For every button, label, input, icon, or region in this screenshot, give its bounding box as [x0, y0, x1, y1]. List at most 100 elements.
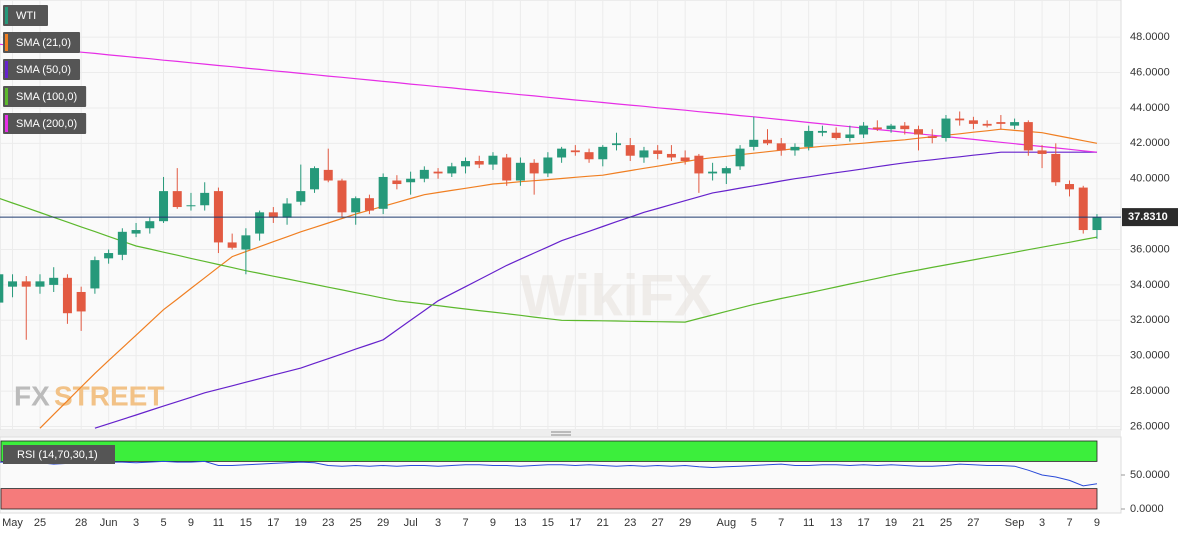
- candle-body: [35, 281, 45, 287]
- x-tick-label: 21: [912, 517, 924, 529]
- x-tick-label: 27: [967, 517, 979, 529]
- legend-box: [3, 59, 81, 80]
- x-tick-label: 25: [350, 517, 362, 529]
- sma-line: [94, 151, 1097, 429]
- candle-body: [886, 125, 896, 130]
- x-tick-label: 19: [885, 517, 897, 529]
- x-tick-label: Jun: [100, 517, 118, 529]
- y-tick-label: 40.0000: [1130, 173, 1170, 185]
- legend-box: [3, 5, 48, 26]
- legend-swatch: [5, 34, 8, 51]
- candle-body: [872, 127, 882, 130]
- candle-body: [474, 161, 484, 165]
- candle-body: [790, 146, 800, 151]
- candle-body: [900, 125, 910, 130]
- x-tick-label: 17: [267, 517, 279, 529]
- candle-body: [392, 180, 402, 185]
- x-tick-label: 7: [778, 517, 784, 529]
- x-tick-label: Sep: [1005, 517, 1025, 529]
- candle-body: [543, 157, 553, 174]
- sma-line: [0, 197, 1098, 323]
- last-price-label: 37.8310: [1128, 211, 1168, 223]
- candle-body: [488, 155, 498, 165]
- x-tick-label: 25: [940, 517, 952, 529]
- candle-body: [927, 136, 937, 139]
- legend-entry[interactable]: SMA (100,0): [3, 86, 87, 107]
- y-tick-label: 30.0000: [1130, 350, 1170, 362]
- x-tick-label: 3: [1039, 517, 1045, 529]
- panel-divider[interactable]: [0, 430, 1121, 437]
- candle-body: [955, 118, 965, 121]
- candle-body: [49, 277, 59, 285]
- legend-entry[interactable]: SMA (21,0): [3, 32, 81, 53]
- x-tick-label: 17: [857, 517, 869, 529]
- candle-body: [172, 191, 182, 208]
- candle-body: [406, 178, 416, 183]
- x-tick-label: 15: [240, 517, 252, 529]
- legend-swatch: [5, 115, 8, 132]
- candle-body: [131, 230, 141, 234]
- legend-entry[interactable]: SMA (50,0): [3, 59, 81, 80]
- x-tick-label: 11: [803, 517, 814, 529]
- candle-body: [831, 132, 841, 139]
- candle-body: [1092, 217, 1102, 231]
- legend-swatch: [5, 88, 8, 105]
- legend-label: WTI: [16, 10, 36, 22]
- x-tick-label: 15: [542, 517, 554, 529]
- candle-body: [351, 198, 361, 213]
- y-tick-label: 44.0000: [1130, 102, 1170, 114]
- sma-line: [39, 128, 1098, 429]
- price-panel: [0, 0, 1122, 431]
- last-price-box: [1122, 208, 1178, 227]
- candle-body: [529, 162, 539, 174]
- legend-box: [3, 32, 81, 53]
- x-tick-label: 13: [830, 517, 842, 529]
- candle-body: [117, 231, 127, 255]
- legend-label: SMA (50,0): [16, 64, 71, 76]
- rsi-title: RSI (14,70,30,1): [17, 449, 98, 461]
- candle-body: [90, 260, 100, 289]
- watermark: FX: [14, 380, 50, 411]
- candle-body: [447, 166, 457, 174]
- candle-body: [515, 162, 525, 181]
- y-tick-label: 32.0000: [1130, 314, 1170, 326]
- candle-body: [612, 143, 622, 146]
- candle-body: [817, 130, 827, 133]
- x-tick-label: 7: [1066, 517, 1072, 529]
- candle-body: [227, 242, 237, 248]
- x-tick-label: 19: [295, 517, 307, 529]
- candle-body: [241, 235, 251, 250]
- candle-body: [1078, 187, 1088, 231]
- candle-body: [255, 212, 265, 234]
- candle-body: [982, 123, 992, 126]
- candle-body: [1065, 184, 1075, 190]
- candle-body: [968, 120, 978, 124]
- candle-body: [337, 180, 347, 213]
- candle-body: [570, 150, 580, 153]
- candle-body: [159, 191, 169, 222]
- y-tick-label: 36.0000: [1130, 243, 1170, 255]
- legend-swatch: [5, 7, 8, 24]
- x-tick-label: 25: [34, 517, 46, 529]
- candle-body: [694, 155, 704, 174]
- candle-body: [763, 139, 773, 144]
- candle-body: [200, 192, 210, 206]
- candle-body: [21, 281, 31, 287]
- candle-body: [296, 191, 306, 202]
- candle-body: [145, 221, 155, 229]
- legend-entry[interactable]: SMA (200,0): [3, 113, 87, 134]
- legend-entry[interactable]: WTI: [3, 5, 48, 26]
- rsi-layer: 0.0000 50.0000 RSI (14,70,30,1): [0, 436, 1170, 515]
- sma-line: [0, 43, 1098, 153]
- x-tick-label: 9: [188, 517, 194, 529]
- candle-body: [378, 176, 388, 209]
- candle-body: [625, 145, 635, 156]
- x-tick-label: 9: [490, 517, 496, 529]
- watermark-logo: WikiFX: [520, 263, 713, 328]
- x-tick-label: 5: [751, 517, 757, 529]
- plot: [0, 43, 1102, 429]
- x-tick-label: Jul: [404, 517, 418, 529]
- candle-body: [680, 157, 690, 162]
- legend-swatch: [5, 61, 8, 78]
